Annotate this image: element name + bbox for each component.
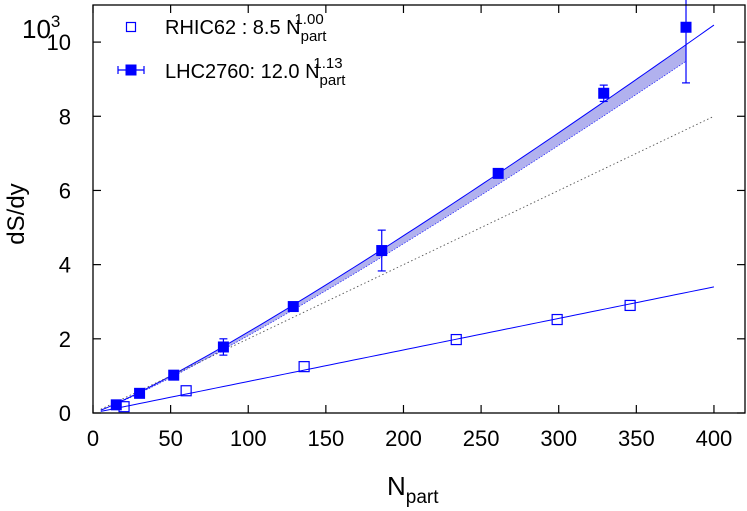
tick-labels: 0 50 100 150 200 250 300 350 400 0 2 4 6 8 10 bbox=[47, 30, 733, 451]
fit-line-lhc2760 bbox=[100, 24, 715, 411]
lhc2760-point bbox=[168, 369, 180, 381]
lhc2760-point bbox=[287, 301, 299, 313]
x-tick-label: 400 bbox=[696, 426, 733, 451]
y-tick-label: 8 bbox=[59, 104, 71, 129]
y-tick-label: 0 bbox=[59, 401, 71, 426]
legend-marker-open-square bbox=[125, 21, 137, 33]
y-tick-label: 2 bbox=[59, 327, 71, 352]
x-tick-label: 150 bbox=[307, 426, 344, 451]
y-tick-label: 6 bbox=[59, 178, 71, 203]
y-tick-label: 10 bbox=[47, 30, 71, 55]
lhc2760-point bbox=[492, 167, 504, 179]
lhc2760-point bbox=[376, 245, 388, 257]
legend-label-rhic62: RHIC62 : 8.5 Npart1.00 bbox=[165, 11, 327, 45]
lhc2760-point bbox=[134, 387, 146, 399]
plot-frame bbox=[92, 4, 746, 414]
y-unit-label: 103 bbox=[22, 12, 60, 44]
rhic62-point bbox=[298, 361, 310, 373]
legend-entry-rhic62: RHIC62 : 8.5 Npart1.00 bbox=[125, 11, 327, 45]
x-tick-label: 200 bbox=[385, 426, 422, 451]
rhic62-point bbox=[624, 299, 636, 312]
x-tick-label: 0 bbox=[87, 426, 99, 451]
legend-entry-lhc2760: LHC2760: 12.0 Npart1.13 bbox=[117, 55, 346, 89]
x-tick-label: 100 bbox=[230, 426, 267, 451]
linear-reference-line bbox=[100, 115, 715, 410]
rhic62-point bbox=[551, 313, 563, 326]
x-tick-label: 50 bbox=[158, 426, 182, 451]
axis-ticks bbox=[92, 5, 745, 414]
rhic62-point bbox=[180, 385, 192, 397]
lhc2760-point bbox=[680, 21, 692, 33]
lhc2760-point bbox=[110, 399, 122, 411]
lhc-band-lower-edge bbox=[116, 61, 687, 405]
lhc2760-point bbox=[217, 341, 229, 353]
uncertainty-bands bbox=[116, 44, 687, 405]
y-axis-title: dS/dy bbox=[3, 183, 30, 244]
data-markers bbox=[110, 0, 692, 413]
lhc2760-point bbox=[598, 87, 610, 99]
rhic62-point bbox=[450, 333, 462, 346]
y-tick-label: 4 bbox=[59, 253, 71, 278]
fit-lines bbox=[100, 24, 715, 412]
legend-label-lhc2760: LHC2760: 12.0 Npart1.13 bbox=[165, 55, 346, 89]
x-axis-title: Npart bbox=[387, 471, 439, 508]
x-tick-label: 300 bbox=[540, 426, 577, 451]
x-tick-label: 250 bbox=[463, 426, 500, 451]
x-tick-label: 350 bbox=[618, 426, 655, 451]
fit-line-rhic62 bbox=[100, 286, 715, 412]
legend: RHIC62 : 8.5 Npart1.00 LHC2760: 12.0 Npa… bbox=[117, 11, 346, 89]
legend-marker-filled-square bbox=[125, 64, 137, 76]
